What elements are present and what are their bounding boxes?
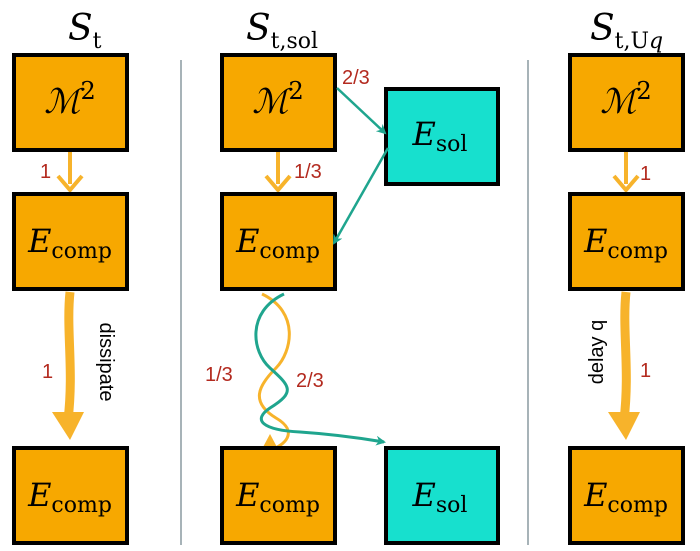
col3-ecomp-box-1: Ecomp <box>568 192 685 291</box>
col2-arrow-m2-to-comp <box>264 152 292 194</box>
col1-ecomp-box-2: Ecomp <box>12 446 129 545</box>
col2-label-right-fraction: 2/3 <box>296 370 324 392</box>
svg-text:ℳ2: ℳ2 <box>600 77 652 122</box>
col2-title: St,sol <box>246 8 318 54</box>
col2-label-to-comp: 1/3 <box>294 161 322 183</box>
col1-arrow-2 <box>52 291 84 440</box>
col1-process-label: dissipate <box>95 323 117 402</box>
col1-label-2: 1 <box>42 361 53 383</box>
col2-orange-strand <box>257 292 291 452</box>
col2-ecomp-box-2: Ecomp <box>220 446 337 545</box>
svg-text:Ecomp: Ecomp <box>583 476 668 518</box>
col2-teal-strand <box>254 292 386 446</box>
col2-orange-strand-head <box>262 434 278 449</box>
col1-label-1: 1 <box>40 161 51 183</box>
col1-m2-box: ℳ2 <box>12 53 129 152</box>
col3-label-1: 1 <box>640 163 651 185</box>
col1-title: St <box>68 8 102 54</box>
svg-text:Esol: Esol <box>412 115 468 157</box>
col2-ecomp-box-1: Ecomp <box>220 192 337 291</box>
svg-text:Ecomp: Ecomp <box>27 222 112 264</box>
svg-text:Esol: Esol <box>412 476 468 518</box>
col2-arrow-sol-to-comp <box>332 147 390 245</box>
col3-title: St,Uq <box>590 8 663 54</box>
col3-arrow-2 <box>608 291 640 440</box>
svg-text:ℳ2: ℳ2 <box>44 77 96 122</box>
col2-label-left-fraction: 1/3 <box>205 364 233 386</box>
col3-label-2: 1 <box>640 360 651 382</box>
col1-ecomp-box-1: Ecomp <box>12 192 129 291</box>
col2-m2-box: ℳ2 <box>220 53 337 152</box>
svg-text:ℳ2: ℳ2 <box>252 77 304 122</box>
svg-text:Ecomp: Ecomp <box>235 222 320 264</box>
svg-text:Ecomp: Ecomp <box>27 476 112 518</box>
col2-arrow-m2-to-sol <box>336 87 387 135</box>
col3-process-label: delay q <box>586 320 608 385</box>
col3-arrow-1 <box>612 152 640 194</box>
col3-ecomp-box-2: Ecomp <box>568 446 685 545</box>
svg-text:Ecomp: Ecomp <box>583 222 668 264</box>
col2-esol-box-top: Esol <box>384 87 500 186</box>
col1-arrow-1 <box>56 152 84 194</box>
svg-text:Ecomp: Ecomp <box>235 476 320 518</box>
col2-esol-box-bottom: Esol <box>384 446 500 545</box>
col3-m2-box: ℳ2 <box>568 53 685 152</box>
col2-label-to-sol: 2/3 <box>342 67 370 89</box>
